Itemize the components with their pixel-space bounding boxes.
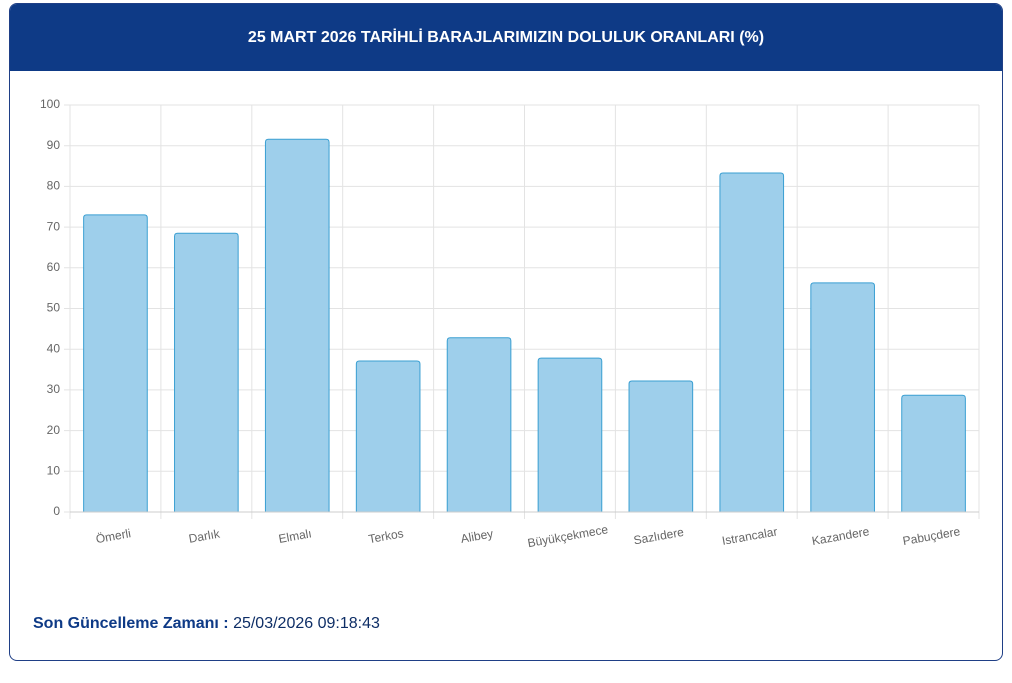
y-tick-label: 10	[47, 463, 61, 477]
y-tick-label: 70	[47, 219, 61, 233]
footer-label: Son Güncelleme Zamanı :	[33, 615, 229, 632]
bar	[446, 337, 512, 513]
chart-title: 25 MART 2026 TARİHLİ BARAJLARIMIZIN DOLU…	[10, 4, 1002, 71]
y-tick-label: 90	[47, 138, 61, 152]
x-tick-label: Darlık	[188, 526, 222, 545]
footer: Son Güncelleme Zamanı : 25/03/2026 09:18…	[33, 615, 380, 633]
x-tick-label: Kazandere	[811, 524, 871, 548]
x-tick-label: Elmalı	[277, 526, 312, 546]
y-tick-label: 50	[47, 301, 61, 315]
x-tick-label: Alibey	[460, 526, 495, 545]
x-tick-label: Ömerli	[95, 526, 132, 546]
x-tick-label: Pabuçdere	[902, 524, 962, 548]
x-tick-label: Büyükçekmece	[527, 522, 610, 550]
bar	[901, 394, 966, 513]
x-tick-label: Terkos	[367, 526, 404, 546]
y-tick-label: 100	[40, 97, 60, 111]
bar	[174, 232, 239, 513]
y-tick-label: 40	[47, 341, 61, 355]
bar	[264, 138, 330, 513]
bar	[719, 172, 785, 513]
y-tick-label: 60	[47, 260, 61, 274]
bar	[537, 357, 603, 513]
y-tick-label: 0	[53, 504, 60, 518]
bar	[810, 282, 875, 513]
footer-value: 25/03/2026 09:18:43	[233, 615, 380, 632]
bar	[628, 380, 694, 513]
y-tick-label: 30	[47, 382, 61, 396]
x-tick-label: Istrancalar	[721, 524, 779, 548]
y-tick-label: 20	[47, 423, 61, 437]
bar	[355, 360, 421, 513]
bar	[83, 214, 148, 513]
y-tick-label: 80	[47, 179, 61, 193]
x-tick-label: Sazlıdere	[633, 525, 686, 548]
